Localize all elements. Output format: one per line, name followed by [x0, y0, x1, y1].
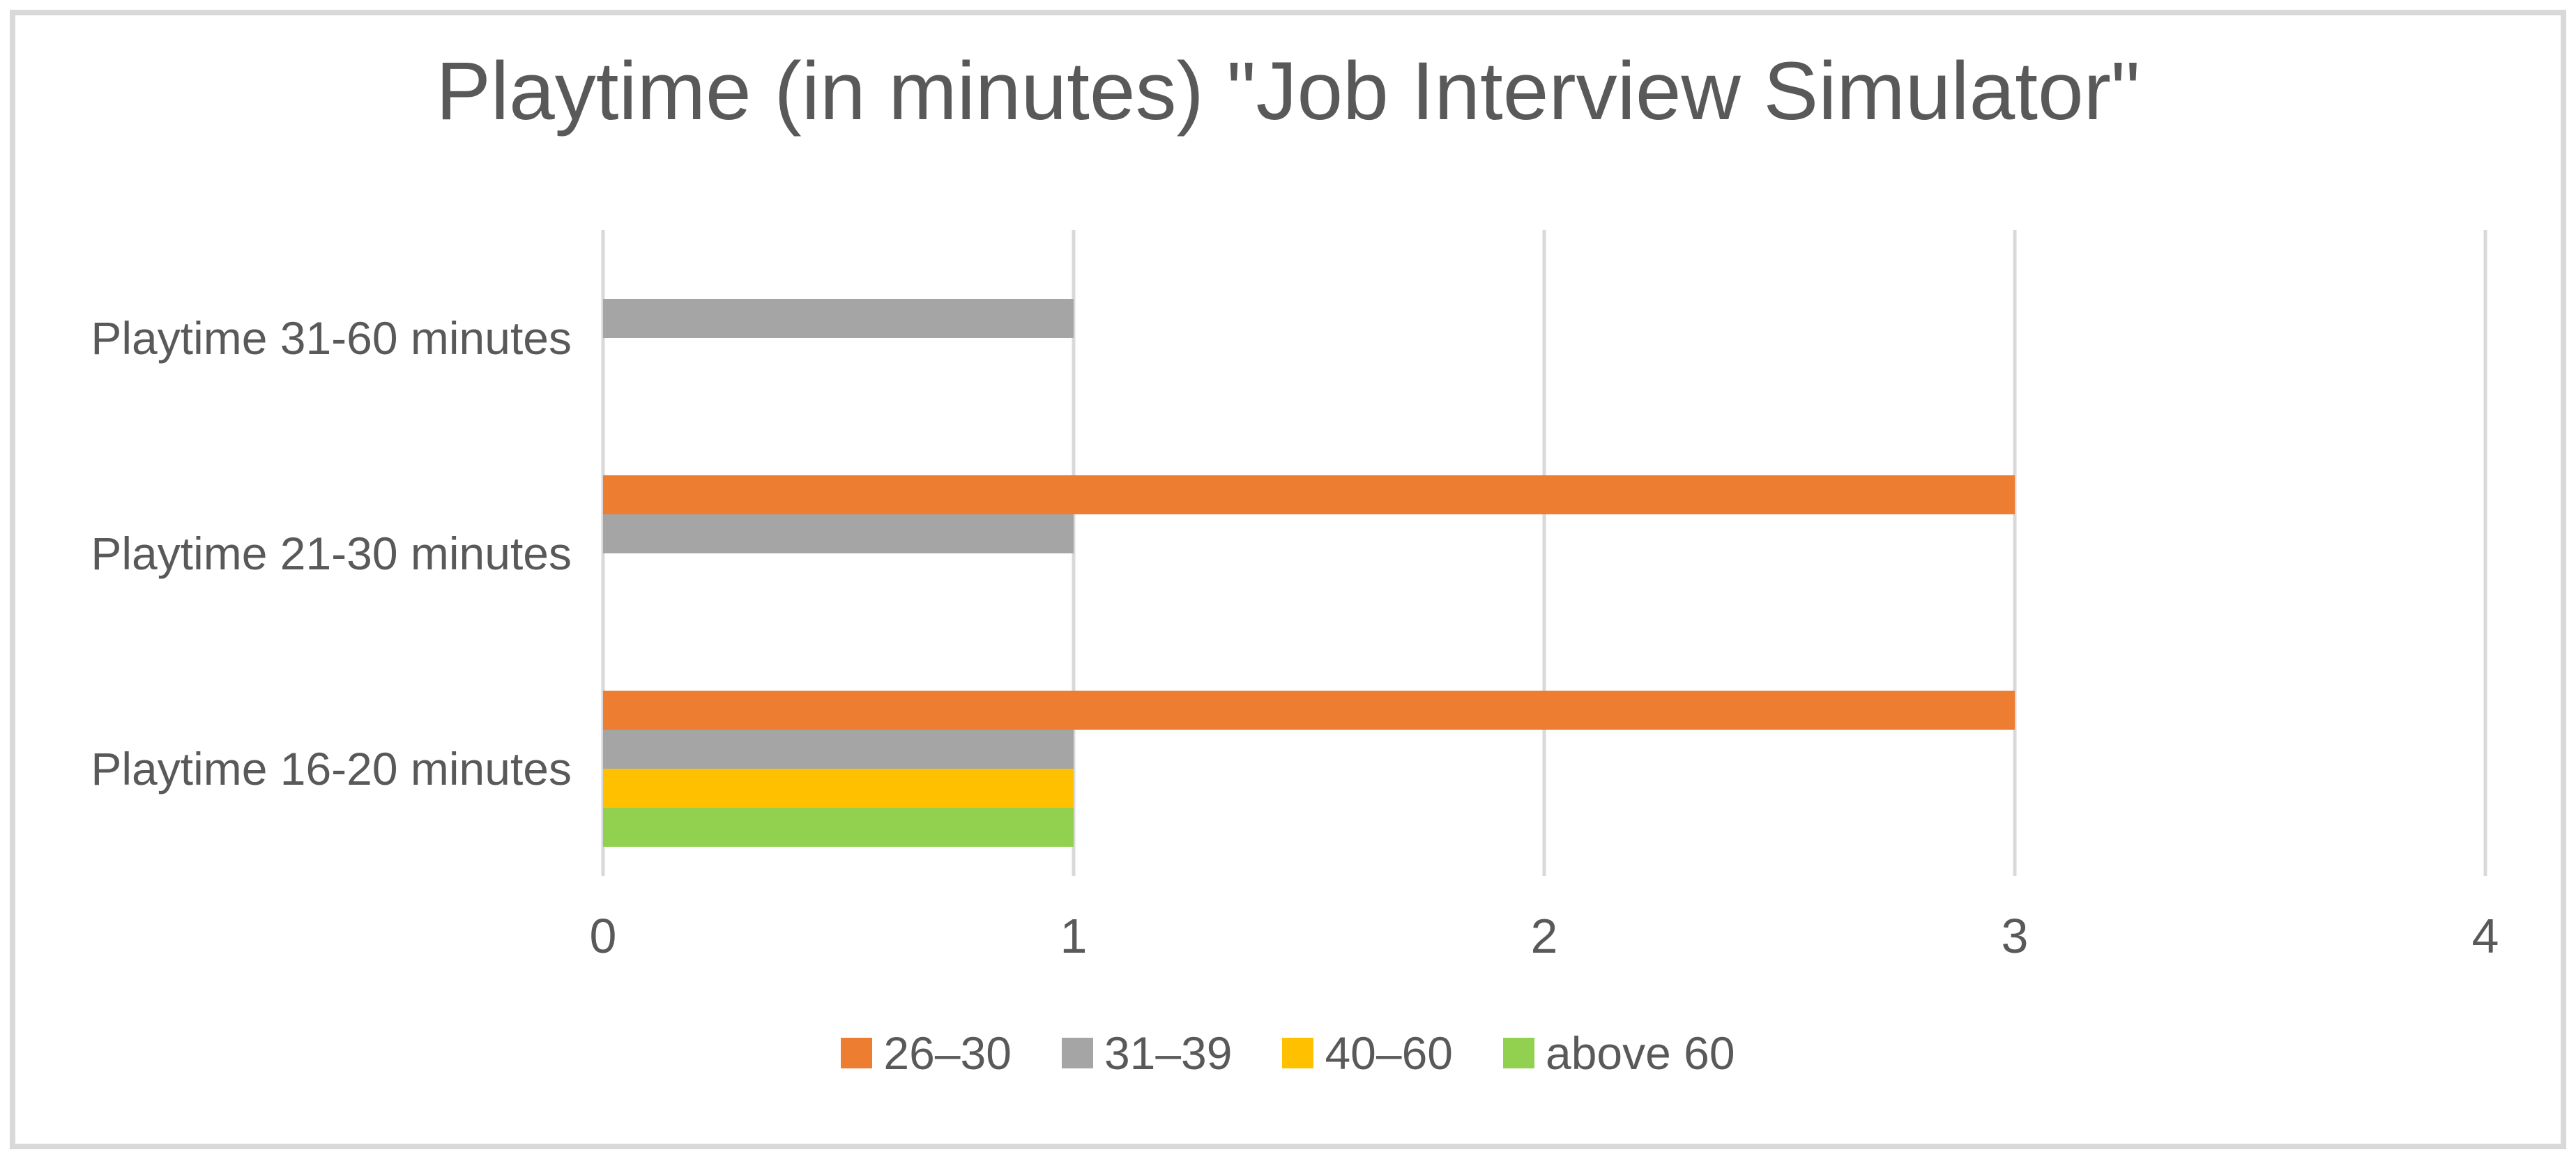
legend: 26–30 31–39 40–60 above 60	[0, 1030, 2576, 1076]
legend-item: 26–30	[841, 1030, 1012, 1076]
category-band	[603, 230, 2485, 445]
legend-item: 40–60	[1282, 1030, 1453, 1076]
bar-26–30-Playtime 21-30 minutes	[603, 475, 2015, 514]
x-tick-label: 4	[2471, 909, 2499, 963]
x-tick-label: 0	[589, 909, 617, 963]
bar-slot	[603, 553, 2485, 592]
bar-slot	[603, 260, 2485, 299]
grid-line	[2013, 230, 2017, 876]
grid-line	[1542, 230, 1546, 876]
bar-slot	[603, 475, 2485, 514]
bar-slot	[603, 729, 2485, 769]
legend-swatch-icon	[841, 1038, 873, 1068]
chart-title: Playtime (in minutes) "Job Interview Sim…	[436, 45, 2140, 137]
bar-above 60-Playtime 16-20 minutes	[603, 807, 1074, 847]
legend-swatch-icon	[1503, 1038, 1534, 1068]
legend-label: 40–60	[1325, 1027, 1453, 1079]
category-label: Playtime 16-20 minutes	[91, 742, 572, 795]
bar-26–30-Playtime 16-20 minutes	[603, 690, 2015, 730]
legend-label: 31–39	[1104, 1027, 1233, 1079]
chart-frame-border	[10, 10, 2566, 1149]
bar-slot	[603, 338, 2485, 377]
category-band	[603, 445, 2485, 661]
grid-line	[601, 230, 605, 876]
legend-label: above 60	[1546, 1027, 1735, 1079]
legend-swatch-icon	[1061, 1038, 1093, 1068]
grid-line	[1072, 230, 1076, 876]
bar-31–39-Playtime 21-30 minutes	[603, 514, 1074, 553]
legend-label: 26–30	[883, 1027, 1012, 1079]
x-tick-label: 3	[2001, 909, 2029, 963]
category-label: Playtime 31-60 minutes	[91, 312, 572, 364]
bar-slot	[603, 807, 2485, 847]
bar-slot	[603, 592, 2485, 631]
bar-slot	[603, 377, 2485, 416]
bar-slot	[603, 768, 2485, 808]
bar-31–39-Playtime 31-60 minutes	[603, 298, 1074, 338]
legend-swatch-icon	[1282, 1038, 1314, 1068]
category-label: Playtime 21-30 minutes	[91, 527, 572, 579]
x-tick-label: 1	[1060, 909, 1088, 963]
bar-slot	[603, 690, 2485, 730]
bar-40–60-Playtime 16-20 minutes	[603, 768, 1074, 808]
bar-slot	[603, 514, 2485, 553]
legend-item: 31–39	[1061, 1027, 1233, 1079]
legend-item: above 60	[1503, 1030, 1735, 1076]
category-band	[603, 661, 2485, 876]
x-tick-label: 2	[1530, 909, 1558, 963]
bar-slot	[603, 298, 2485, 338]
plot-area	[601, 230, 2487, 876]
grid-line	[2483, 230, 2487, 876]
bar-31–39-Playtime 16-20 minutes	[603, 729, 1074, 769]
